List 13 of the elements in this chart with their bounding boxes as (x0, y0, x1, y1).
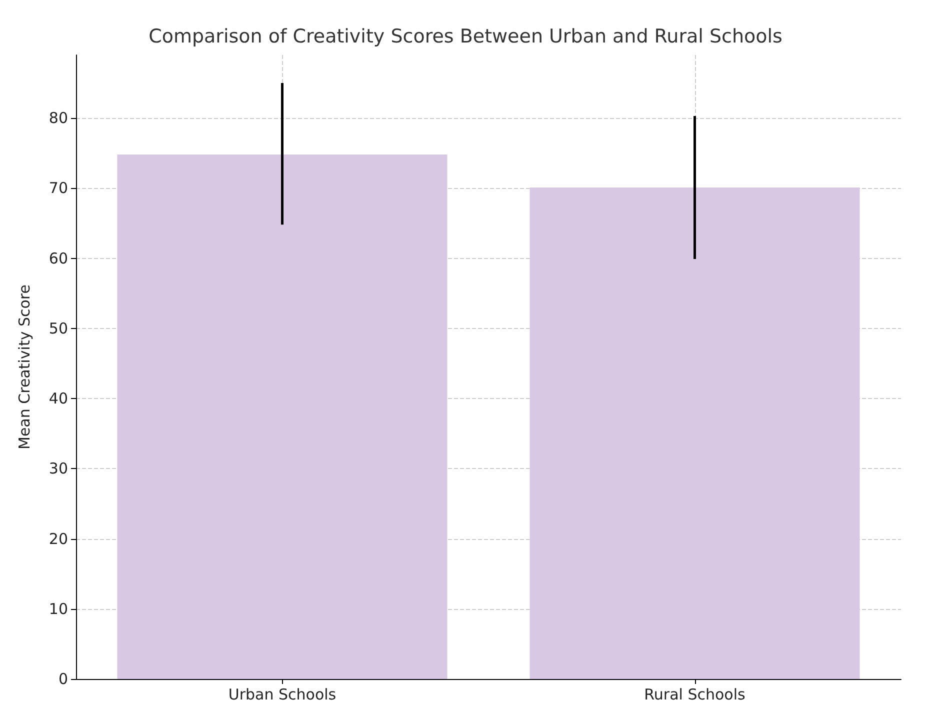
y-tick-label: 30 (48, 460, 68, 478)
y-tick-label: 40 (48, 390, 68, 408)
y-tick-label: 20 (48, 530, 68, 548)
y-tick-label: 0 (58, 670, 68, 688)
y-tick-label: 60 (48, 249, 68, 268)
y-tick-label: 80 (48, 109, 68, 128)
y-tick-label: 10 (48, 600, 68, 618)
chart-title: Comparison of Creativity Scores Between Urban and Rural Schools (148, 26, 782, 48)
y-axis-title: Mean Creativity Score (16, 284, 34, 450)
y-tick-label: 50 (48, 319, 68, 338)
x-tick-label: Rural Schools (644, 686, 746, 704)
x-tick-label: Urban Schools (228, 686, 336, 704)
y-tick-label: 70 (48, 179, 68, 198)
